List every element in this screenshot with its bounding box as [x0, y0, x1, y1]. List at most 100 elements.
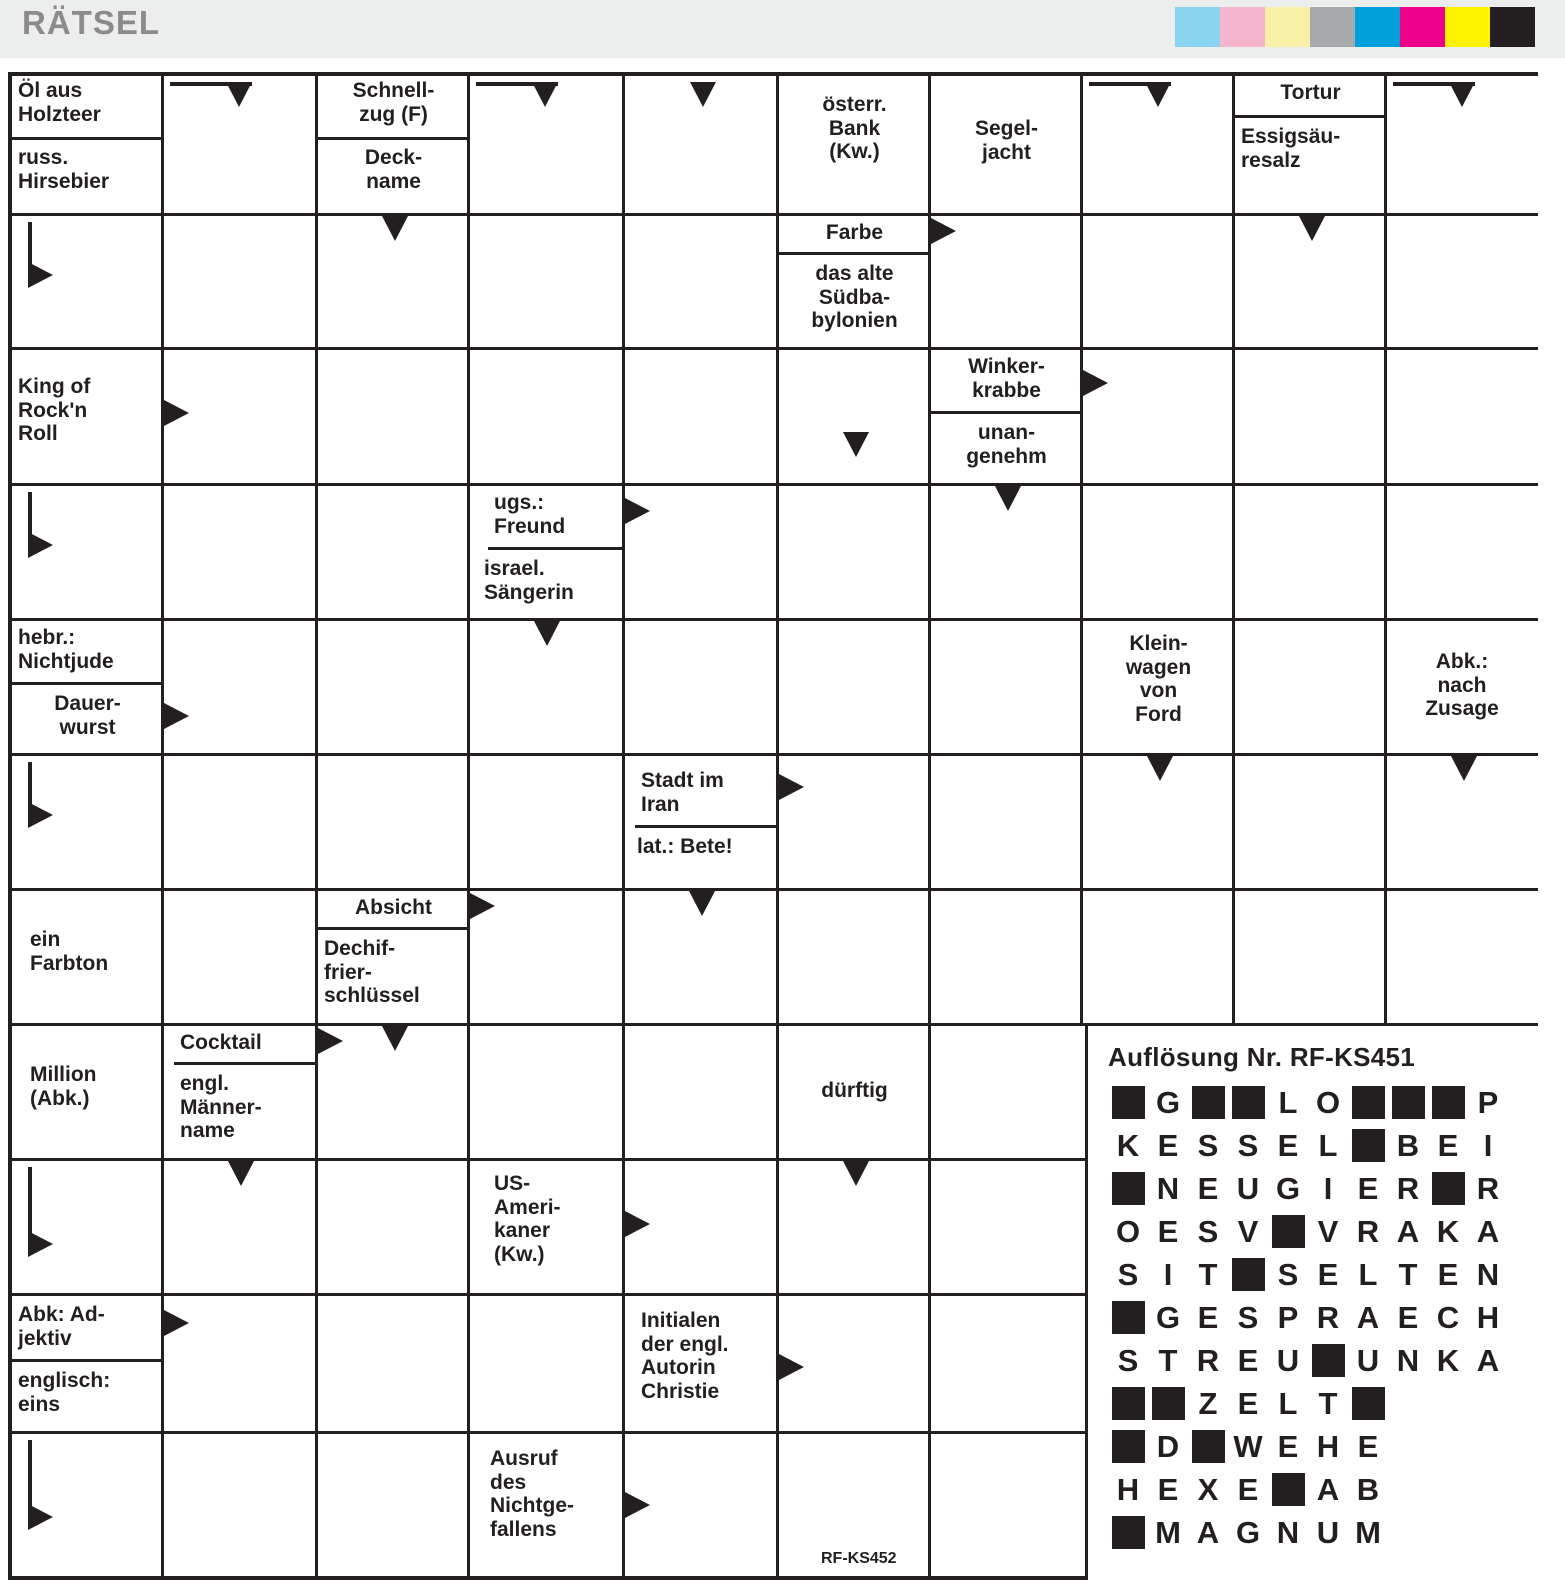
puzzle-cell-r7c6[interactable]: [779, 891, 931, 1026]
puzzle-cell-r6c6[interactable]: [779, 756, 931, 891]
puzzle-cell-r8c1[interactable]: Million (Abk.): [12, 1026, 164, 1161]
puzzle-cell-r6c3[interactable]: [318, 756, 470, 891]
solution-letter: H: [1116, 1471, 1140, 1507]
puzzle-cell-r2c3[interactable]: [318, 216, 470, 350]
puzzle-cell-r5c5[interactable]: [625, 621, 779, 756]
puzzle-cell-r10c7[interactable]: [931, 1296, 1085, 1434]
puzzle-cell-r8c4[interactable]: [470, 1026, 625, 1161]
puzzle-cell-r5c6[interactable]: [779, 621, 931, 756]
puzzle-cell-r4c4[interactable]: ugs.: Freund israel. Sängerin: [470, 486, 625, 621]
puzzle-cell-r10c6[interactable]: [779, 1296, 931, 1434]
puzzle-cell-r4c10[interactable]: [1387, 486, 1538, 621]
puzzle-cell-r6c10[interactable]: [1387, 756, 1538, 891]
puzzle-cell-r3c3[interactable]: [318, 350, 470, 486]
puzzle-cell-r7c1[interactable]: ein Farbton: [12, 891, 164, 1026]
puzzle-cell-r11c4[interactable]: Ausruf des Nichtge- fallens: [470, 1434, 625, 1576]
puzzle-cell-r1c8[interactable]: [1083, 76, 1235, 216]
puzzle-cell-r1c4[interactable]: [470, 76, 625, 216]
puzzle-cell-r5c4[interactable]: [470, 621, 625, 756]
puzzle-cell-r5c7[interactable]: [931, 621, 1083, 756]
puzzle-cell-r2c9[interactable]: [1235, 216, 1387, 350]
puzzle-cell-r3c5[interactable]: [625, 350, 779, 486]
solution-letter: H: [1316, 1428, 1340, 1464]
puzzle-cell-r3c8[interactable]: [1083, 350, 1235, 486]
puzzle-cell-r1c1[interactable]: Öl aus Holzteer russ. Hirsebier: [12, 76, 164, 216]
puzzle-cell-r4c1[interactable]: [12, 486, 164, 621]
puzzle-cell-r3c2[interactable]: [164, 350, 318, 486]
puzzle-cell-r5c2[interactable]: [164, 621, 318, 756]
puzzle-cell-r2c6[interactable]: Farbe das alte Südba- bylonien: [779, 216, 931, 350]
puzzle-cell-r8c5[interactable]: [625, 1026, 779, 1161]
puzzle-cell-r5c3[interactable]: [318, 621, 470, 756]
puzzle-cell-r4c7[interactable]: [931, 486, 1083, 621]
puzzle-cell-r2c4[interactable]: [470, 216, 625, 350]
puzzle-cell-r7c5[interactable]: [625, 891, 779, 1026]
puzzle-cell-r9c5[interactable]: [625, 1161, 779, 1296]
puzzle-cell-r9c7[interactable]: [931, 1161, 1085, 1296]
puzzle-cell-r3c6[interactable]: [779, 350, 931, 486]
puzzle-cell-r2c8[interactable]: [1083, 216, 1235, 350]
puzzle-cell-r5c1[interactable]: hebr.: Nichtjude Dauer- wurst: [12, 621, 164, 756]
puzzle-cell-r4c3[interactable]: [318, 486, 470, 621]
puzzle-cell-r11c7[interactable]: [931, 1434, 1085, 1576]
puzzle-cell-r7c4[interactable]: [470, 891, 625, 1026]
puzzle-cell-r9c6[interactable]: [779, 1161, 931, 1296]
puzzle-cell-r8c3[interactable]: [318, 1026, 470, 1161]
puzzle-cell-r6c1[interactable]: [12, 756, 164, 891]
puzzle-cell-r6c4[interactable]: [470, 756, 625, 891]
puzzle-cell-r4c6[interactable]: [779, 486, 931, 621]
puzzle-cell-r11c3[interactable]: [318, 1434, 470, 1576]
puzzle-cell-r6c9[interactable]: [1235, 756, 1387, 891]
puzzle-cell-r10c2[interactable]: [164, 1296, 318, 1434]
puzzle-cell-r1c3[interactable]: Schnell- zug (F) Deck- name: [318, 76, 470, 216]
puzzle-cell-r3c7[interactable]: Winker- krabbe unan- genehm: [931, 350, 1083, 486]
puzzle-cell-r11c6[interactable]: RF-KS452: [779, 1434, 931, 1576]
puzzle-cell-r6c8[interactable]: [1083, 756, 1235, 891]
puzzle-cell-r7c7[interactable]: [931, 891, 1083, 1026]
puzzle-cell-r3c10[interactable]: [1387, 350, 1538, 486]
puzzle-cell-r7c9[interactable]: [1235, 891, 1387, 1026]
puzzle-cell-r1c6[interactable]: österr. Bank (Kw.): [779, 76, 931, 216]
puzzle-cell-r7c2[interactable]: [164, 891, 318, 1026]
puzzle-cell-r7c8[interactable]: [1083, 891, 1235, 1026]
puzzle-cell-r4c8[interactable]: [1083, 486, 1235, 621]
puzzle-cell-r10c5[interactable]: Initialen der engl. Autorin Christie: [625, 1296, 779, 1434]
puzzle-cell-r2c7[interactable]: [931, 216, 1083, 350]
puzzle-cell-r1c2[interactable]: [164, 76, 318, 216]
puzzle-cell-r4c5[interactable]: [625, 486, 779, 621]
puzzle-cell-r9c3[interactable]: [318, 1161, 470, 1296]
puzzle-cell-r1c9[interactable]: Tortur Essigsäu- resalz: [1235, 76, 1387, 216]
puzzle-cell-r4c2[interactable]: [164, 486, 318, 621]
puzzle-cell-r8c6[interactable]: dürftig: [779, 1026, 931, 1161]
puzzle-cell-r9c2[interactable]: [164, 1161, 318, 1296]
puzzle-cell-r1c7[interactable]: Segel- jacht: [931, 76, 1083, 216]
puzzle-cell-r11c1[interactable]: [12, 1434, 164, 1576]
puzzle-cell-r2c10[interactable]: [1387, 216, 1538, 350]
puzzle-cell-r10c3[interactable]: [318, 1296, 470, 1434]
puzzle-cell-r4c9[interactable]: [1235, 486, 1387, 621]
puzzle-cell-r10c4[interactable]: [470, 1296, 625, 1434]
puzzle-cell-r3c1[interactable]: King of Rock'n Roll: [12, 350, 164, 486]
puzzle-cell-r3c4[interactable]: [470, 350, 625, 486]
puzzle-cell-r6c2[interactable]: [164, 756, 318, 891]
puzzle-cell-r9c1[interactable]: [12, 1161, 164, 1296]
puzzle-cell-r5c8[interactable]: Klein- wagen von Ford: [1083, 621, 1235, 756]
puzzle-cell-r9c4[interactable]: US- Ameri- kaner (Kw.): [470, 1161, 625, 1296]
puzzle-cell-r5c10[interactable]: Abk.: nach Zusage: [1387, 621, 1538, 756]
puzzle-cell-r11c2[interactable]: [164, 1434, 318, 1576]
puzzle-cell-r7c10[interactable]: [1387, 891, 1538, 1026]
puzzle-cell-r1c10[interactable]: [1387, 76, 1538, 216]
puzzle-cell-r6c5[interactable]: Stadt im Iran lat.: Bete!: [625, 756, 779, 891]
puzzle-cell-r2c2[interactable]: [164, 216, 318, 350]
puzzle-cell-r2c1[interactable]: [12, 216, 164, 350]
puzzle-cell-r8c7[interactable]: [931, 1026, 1085, 1161]
puzzle-cell-r1c5[interactable]: [625, 76, 779, 216]
puzzle-cell-r11c5[interactable]: [625, 1434, 779, 1576]
puzzle-cell-r3c9[interactable]: [1235, 350, 1387, 486]
puzzle-cell-r2c5[interactable]: [625, 216, 779, 350]
puzzle-cell-r10c1[interactable]: Abk: Ad- jektiv englisch: eins: [12, 1296, 164, 1434]
puzzle-cell-r8c2[interactable]: Cocktail engl. Männer- name: [164, 1026, 318, 1161]
puzzle-cell-r6c7[interactable]: [931, 756, 1083, 891]
puzzle-cell-r7c3[interactable]: Absicht Dechif- frier- schlüssel: [318, 891, 470, 1026]
puzzle-cell-r5c9[interactable]: [1235, 621, 1387, 756]
